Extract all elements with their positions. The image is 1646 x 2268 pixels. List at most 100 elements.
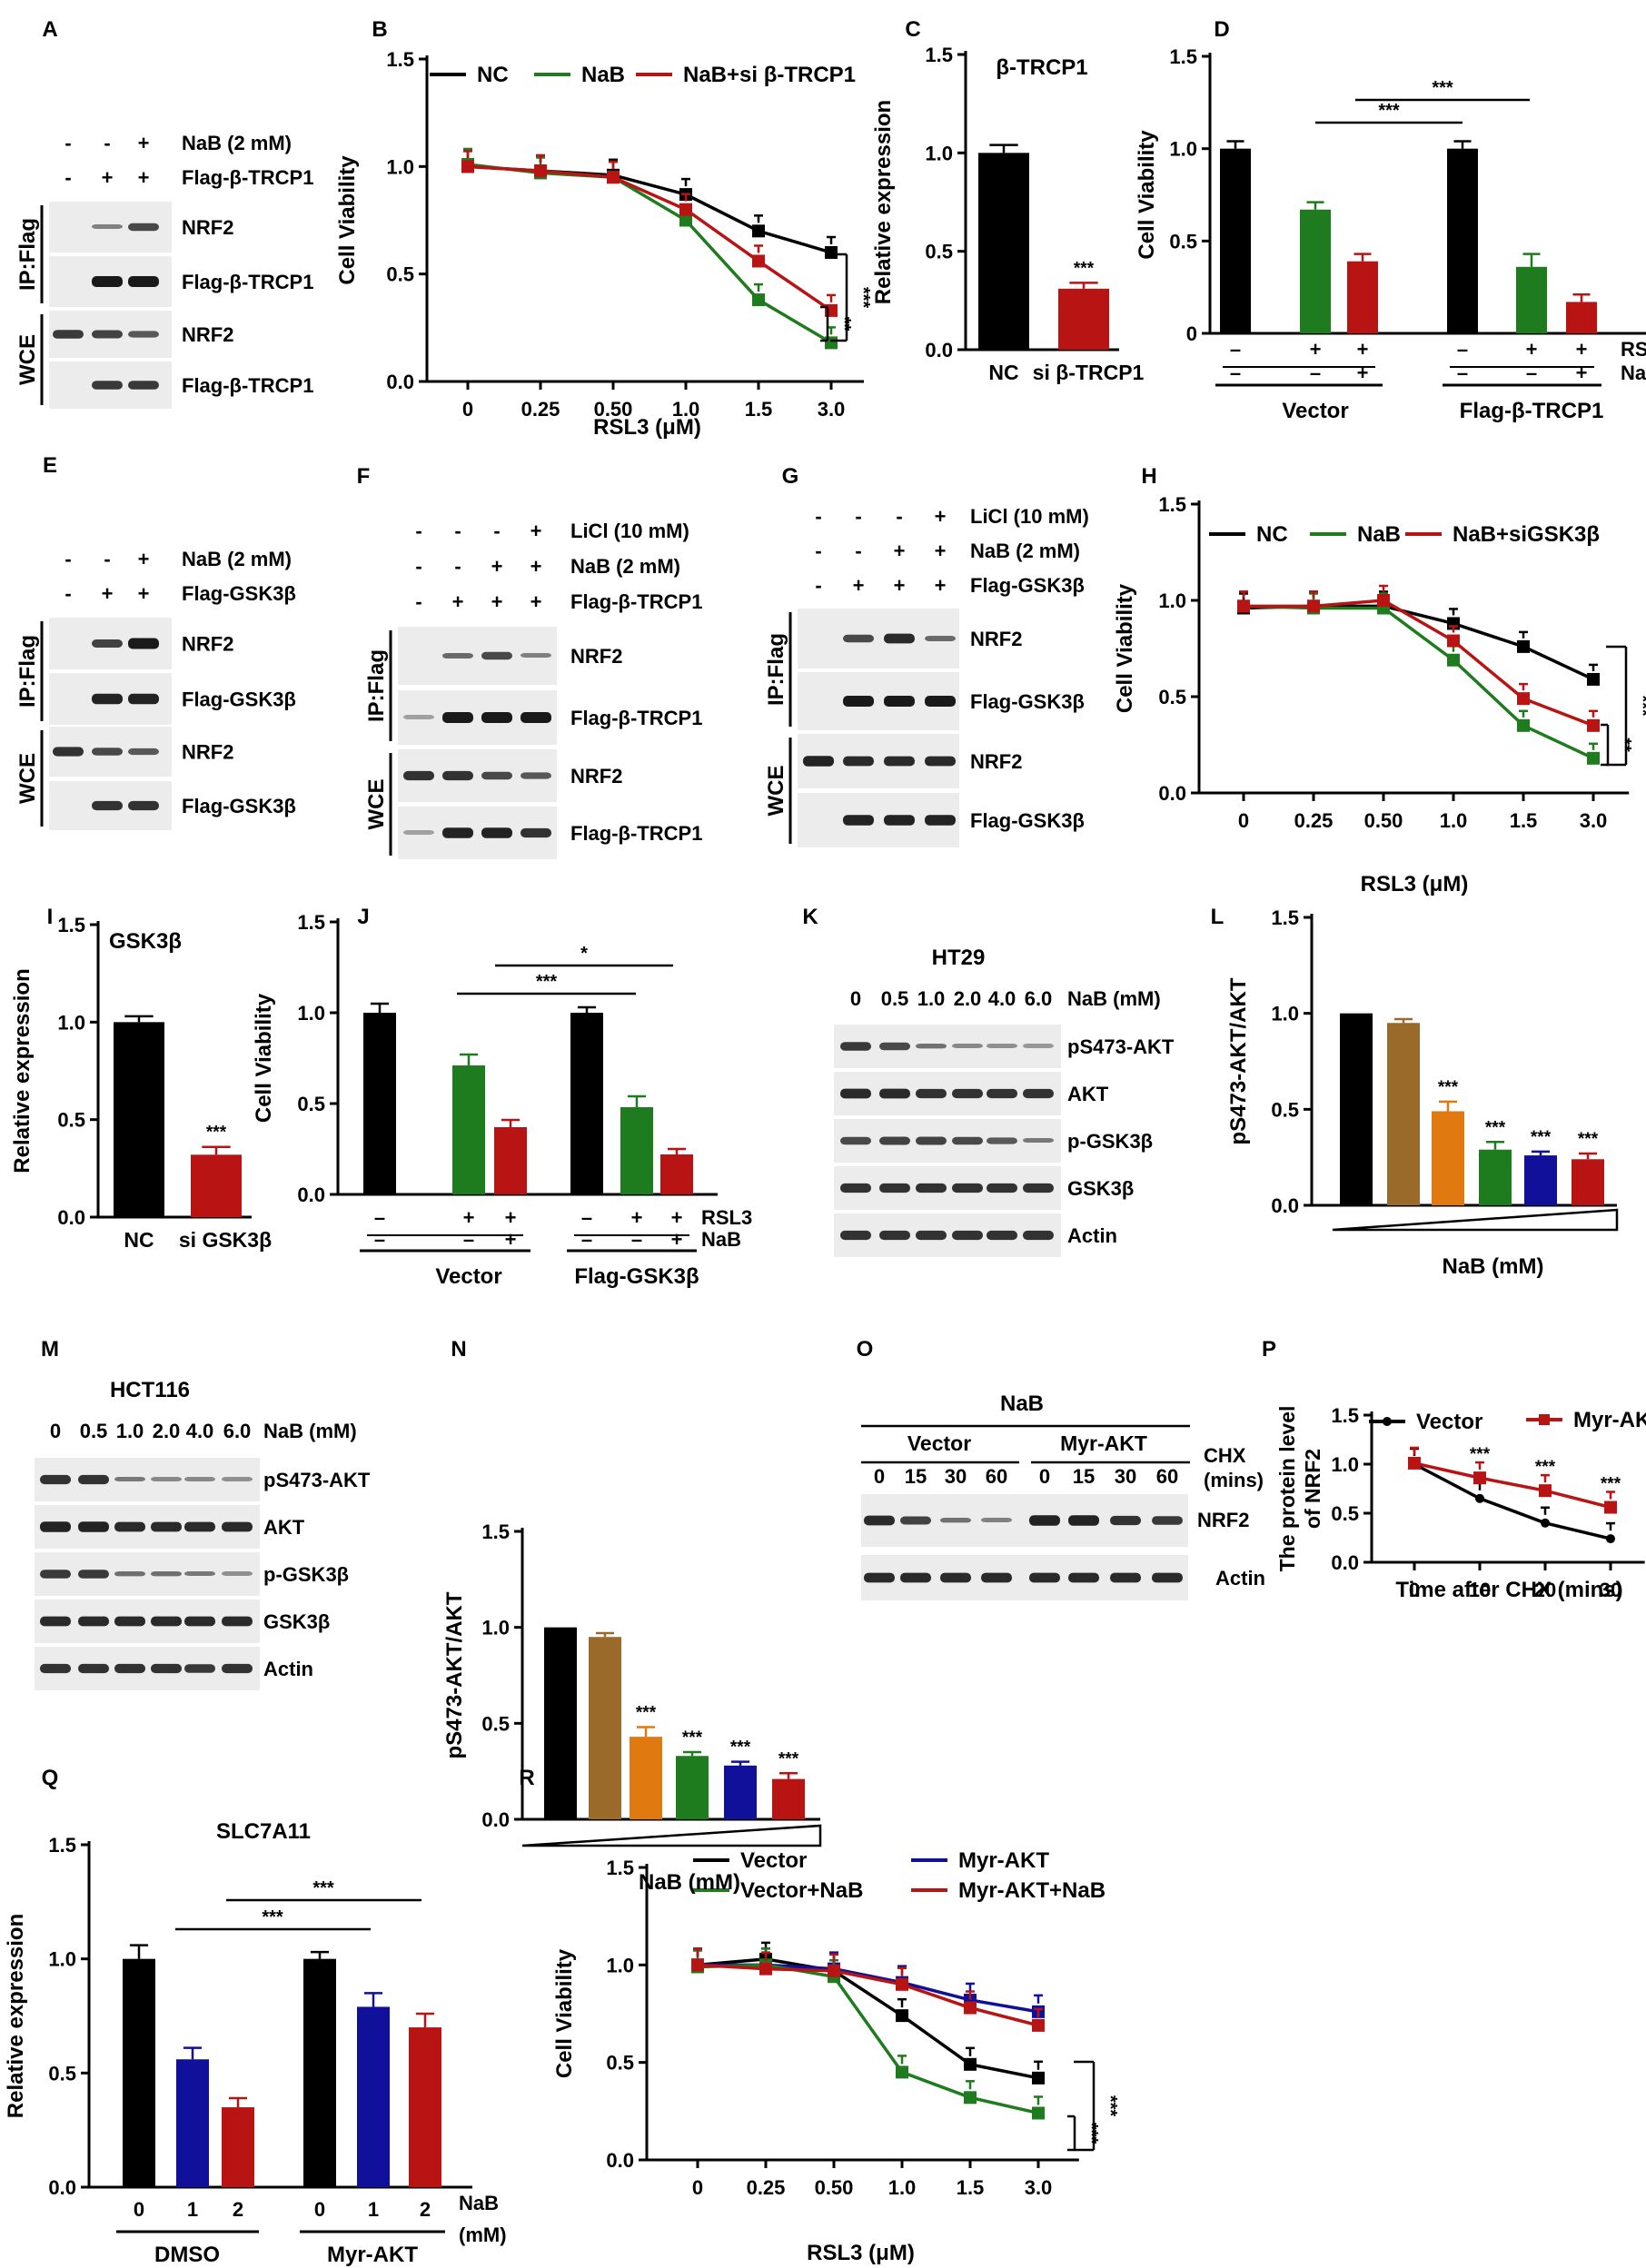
condition-mark: + — [530, 520, 542, 542]
data-point — [752, 224, 765, 238]
y-axis-label: Cell Viability — [552, 1948, 577, 2078]
y-axis-label: pS473-AKT/AKT — [442, 1591, 467, 1758]
lane-label: 1.0 — [116, 1420, 144, 1442]
significance-label: *** — [1074, 259, 1095, 278]
condition-mark: + — [505, 1228, 517, 1251]
x-tick-label: 1.0 — [672, 398, 700, 421]
band-label: NRF2 — [182, 323, 233, 346]
panel-letter-A: A — [42, 17, 57, 42]
blot-band — [114, 1521, 145, 1532]
condition-mark: - — [454, 520, 461, 542]
bar — [1058, 288, 1109, 350]
y-axis-label: pS473-AKT/AKT — [1226, 977, 1251, 1144]
blot-band — [900, 1572, 931, 1583]
condition-label: RSL3 — [701, 1206, 752, 1229]
y-axis-label: Relative expression — [10, 968, 35, 1173]
blot-title: NaB — [1000, 1392, 1044, 1416]
blot-band — [840, 1136, 871, 1145]
blot-band — [1029, 1515, 1060, 1526]
bar — [191, 1154, 242, 1217]
data-point — [1377, 594, 1390, 607]
blot-band — [843, 815, 874, 826]
condition-mark: – — [1457, 338, 1468, 361]
lane-label: 2 — [233, 2198, 243, 2221]
y-tick-label: 0.5 — [925, 241, 953, 263]
blot-band — [222, 1616, 253, 1627]
lane-label: 0 — [314, 2198, 325, 2221]
concentration-ramp — [521, 1824, 822, 1847]
legend-label: NC — [1256, 522, 1288, 547]
bar — [1387, 1023, 1420, 1205]
bar — [589, 1637, 621, 1819]
data-point — [964, 2091, 977, 2105]
chart-title: SLC7A11 — [216, 1819, 311, 1844]
significance-label: *** — [730, 1738, 751, 1758]
blot-band — [481, 827, 512, 838]
y-tick-label: 0.0 — [1158, 782, 1186, 805]
y-axis-label: Relative expression — [4, 1914, 28, 2118]
y-tick-label: 1.5 — [386, 48, 414, 71]
condition-mark: – — [1230, 361, 1241, 384]
data-point — [1032, 2018, 1045, 2032]
data-point — [1517, 692, 1530, 706]
blot-band — [40, 1570, 71, 1579]
data-point — [1587, 672, 1600, 686]
group-label: IP:Flag — [15, 218, 40, 291]
condition-label: NaB (2 mM) — [970, 540, 1080, 562]
blot-band — [53, 747, 84, 757]
blot-band — [151, 1521, 182, 1532]
blot-band — [184, 1477, 215, 1481]
y-axis-label: Cell Viability — [1113, 583, 1137, 713]
panel-letter-G: G — [782, 464, 799, 489]
lane-label: 4.0 — [988, 987, 1016, 1010]
bar — [303, 1958, 336, 2187]
concentration-ramp — [1332, 1208, 1619, 1232]
condition-mark: + — [1576, 338, 1588, 361]
lane-label: 0 — [50, 1420, 61, 1442]
series-line — [697, 1963, 1039, 2115]
series-nab-si-trcp1 — [461, 150, 838, 317]
condition-mark: + — [491, 555, 503, 578]
series-line — [697, 1963, 1039, 2027]
legend-label: Myr-AKT — [1573, 1408, 1646, 1432]
blot-band — [879, 1042, 910, 1051]
blot-band — [879, 1088, 910, 1099]
significance-label: *** — [536, 972, 558, 992]
blot-band — [78, 1474, 109, 1485]
panel-letter-N: N — [451, 1337, 466, 1362]
blot-band — [916, 1230, 947, 1241]
chart-title: GSK3β — [109, 929, 182, 954]
x-tick-label: 0.25 — [521, 398, 560, 421]
x-tick-label: 0 — [1238, 809, 1249, 832]
condition-mark: - — [64, 166, 71, 189]
blot-band — [916, 1044, 947, 1049]
blot-band — [442, 770, 473, 781]
panel-letter-C: C — [905, 17, 920, 42]
series-vector-nab — [691, 1947, 1045, 2120]
condition-mark: - — [415, 555, 421, 578]
legend: NC NaB NaB+siGSK3β — [1209, 522, 1600, 547]
series-myr-akt-nab — [691, 1947, 1045, 2032]
group-label: IP:Flag — [15, 635, 40, 708]
y-tick-label: 1.5 — [606, 1857, 634, 1879]
panel-letter-M: M — [41, 1337, 59, 1362]
bar — [1432, 1111, 1464, 1205]
data-point — [759, 1962, 772, 1976]
data-point — [828, 1964, 840, 1977]
blot-band — [952, 1183, 983, 1193]
blot-band — [128, 693, 159, 705]
legend-marker — [1383, 1417, 1392, 1426]
blot-band — [879, 1230, 910, 1241]
significance-label: *** — [1378, 101, 1400, 121]
band-label: Flag-β-TRCP1 — [570, 822, 702, 845]
blot-band — [184, 1521, 215, 1532]
blot-band — [128, 638, 159, 649]
data-point — [1517, 718, 1530, 732]
bar-chart-Q: 0.0 0.5 1.0 1.5 SLC7A11 Relative expression 0 1… — [4, 1819, 507, 2267]
series-line — [697, 1957, 1039, 2080]
x-tick-label: 0 — [462, 398, 473, 421]
condition-mark: + — [102, 166, 114, 189]
blot-band — [184, 1664, 215, 1673]
data-point — [896, 1977, 908, 1991]
